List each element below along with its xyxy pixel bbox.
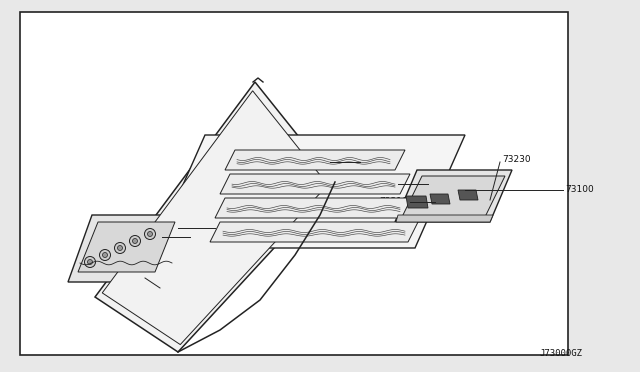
Circle shape [132, 238, 138, 244]
Polygon shape [155, 135, 465, 248]
Circle shape [129, 235, 141, 247]
Polygon shape [430, 194, 450, 204]
Circle shape [88, 260, 93, 264]
Circle shape [145, 228, 156, 240]
Polygon shape [458, 190, 478, 200]
Polygon shape [78, 222, 175, 272]
Circle shape [99, 250, 111, 260]
Polygon shape [220, 174, 410, 194]
Text: 73221: 73221 [147, 224, 176, 232]
Polygon shape [102, 91, 328, 344]
Text: 73310: 73310 [380, 198, 408, 206]
Circle shape [118, 246, 122, 250]
Polygon shape [395, 170, 512, 222]
Text: J73000GZ: J73000GZ [539, 349, 582, 358]
Polygon shape [210, 222, 418, 242]
Polygon shape [402, 176, 505, 217]
FancyBboxPatch shape [20, 12, 568, 355]
Text: SEC.767: SEC.767 [293, 154, 328, 164]
Polygon shape [406, 196, 428, 208]
Polygon shape [68, 215, 185, 282]
Text: (76345N): (76345N) [289, 161, 328, 170]
Circle shape [147, 231, 152, 237]
Text: 73210: 73210 [148, 290, 176, 299]
Polygon shape [215, 198, 415, 218]
Circle shape [102, 253, 108, 257]
Circle shape [84, 257, 95, 267]
Text: 73220: 73220 [131, 232, 160, 241]
Text: 73230: 73230 [502, 155, 531, 164]
Text: 73100: 73100 [565, 186, 594, 195]
Text: SEC.767: SEC.767 [362, 176, 397, 186]
Polygon shape [95, 82, 335, 352]
Text: (76345M): (76345M) [356, 183, 397, 192]
Circle shape [115, 243, 125, 253]
Polygon shape [225, 150, 405, 170]
Polygon shape [396, 215, 493, 222]
